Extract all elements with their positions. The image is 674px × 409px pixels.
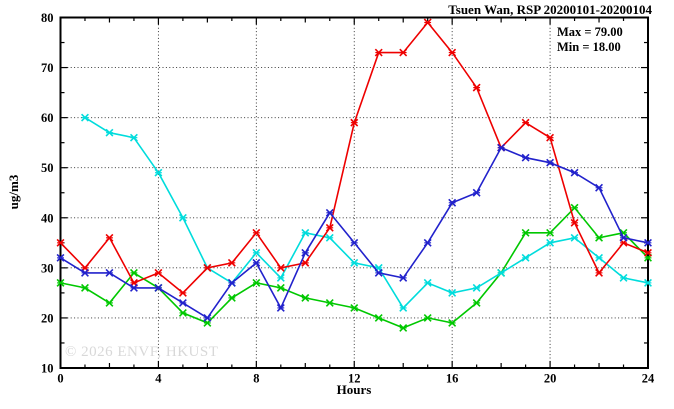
watermark: © 2026 ENVF, HKUST	[65, 344, 219, 360]
svg-text:16: 16	[446, 372, 459, 386]
x-tick-labels: 0 4 8 12 16 20 24	[57, 372, 655, 386]
stats-box: Max = 79.00 Min = 18.00	[557, 25, 623, 55]
gridlines	[60, 17, 648, 368]
min-value-label: Min = 18.00	[557, 40, 621, 54]
x-axis-label: Hours	[336, 382, 372, 397]
svg-text:20: 20	[544, 372, 557, 386]
svg-text:4: 4	[155, 372, 162, 386]
blue-series	[56, 143, 652, 322]
svg-text:40: 40	[41, 211, 54, 225]
chart-title: Tsuen Wan, RSP 20200101-20200104	[448, 2, 652, 17]
svg-text:50: 50	[41, 161, 54, 175]
svg-text:30: 30	[41, 261, 54, 275]
plot-frame	[59, 16, 649, 369]
y-tick-labels: 10 20 30 40 50 60 70 80	[41, 11, 54, 376]
svg-text:24: 24	[642, 372, 655, 386]
cyan-series	[81, 113, 652, 312]
svg-text:12: 12	[348, 372, 361, 386]
max-value-label: Max = 79.00	[557, 25, 623, 39]
svg-text:10: 10	[41, 362, 54, 376]
svg-text:8: 8	[253, 372, 259, 386]
svg-text:80: 80	[41, 11, 54, 25]
svg-text:70: 70	[41, 61, 54, 75]
svg-text:20: 20	[41, 311, 54, 325]
y-axis-label: ug/m3	[6, 174, 21, 210]
svg-text:0: 0	[57, 372, 63, 386]
svg-text:60: 60	[41, 111, 54, 125]
axis-ticks	[59, 16, 649, 369]
